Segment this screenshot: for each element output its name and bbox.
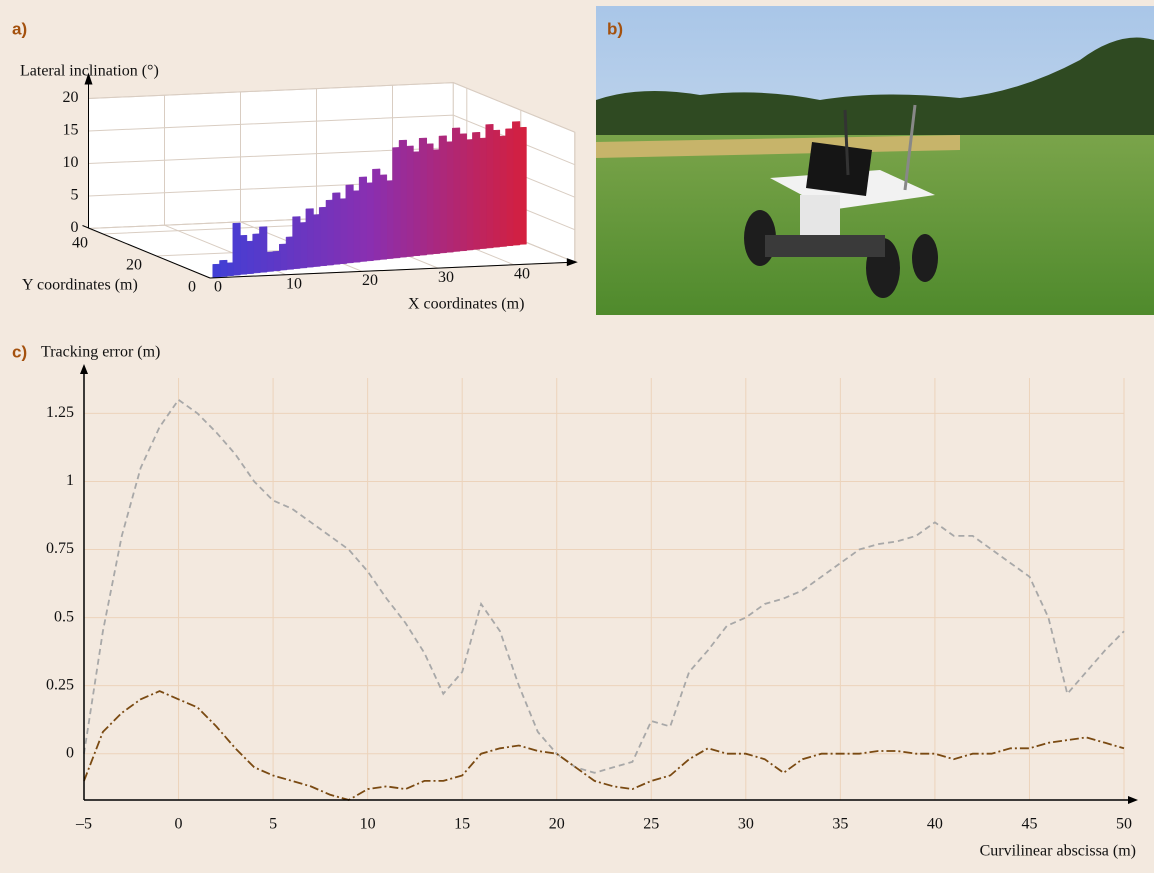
y-tick-label: 0.25: [46, 676, 74, 693]
z-tick-label: 20: [63, 89, 79, 106]
bar: [378, 174, 388, 260]
bar: [232, 222, 241, 276]
robot: [744, 104, 938, 298]
crop-strip: [596, 135, 960, 158]
x-axis-label: X coordinates (m): [408, 296, 524, 313]
bar: [365, 182, 374, 262]
robot-wheel: [912, 234, 938, 282]
y-axis: [82, 225, 211, 279]
grid-line: [88, 82, 575, 133]
x-tick-label: 40: [514, 265, 530, 282]
bar: [272, 250, 281, 272]
z-tick-label: 5: [71, 187, 79, 204]
x-tick-label: 40: [927, 816, 943, 833]
bar: [312, 214, 321, 267]
series-line: [83, 690, 1125, 801]
x-tick-label: 15: [454, 816, 470, 833]
panel-c: 0 0.25 0.5 0.75 1 1.25 –5 0 5 10 15 20 25 30 35 40 45 50 c…: [12, 342, 1138, 860]
bar: [259, 226, 268, 273]
y-axis-label: Y coordinates (m): [22, 277, 138, 294]
bar: [325, 199, 334, 266]
bar: [485, 124, 494, 249]
bar: [245, 240, 254, 275]
x-tick-label: 20: [362, 272, 378, 289]
bar: [352, 190, 361, 263]
axis-arrow: [80, 364, 88, 374]
x-tick-label: 10: [286, 275, 302, 292]
z-axis-label: Lateral inclination (°): [20, 63, 159, 80]
bar: [512, 121, 521, 246]
photo: b): [596, 6, 1154, 315]
bar: [458, 133, 467, 252]
y-tick-label: 0: [66, 744, 74, 761]
x-tick-label: 0: [175, 816, 183, 833]
x-tick-label: 50: [1116, 816, 1132, 833]
robot-laptop: [806, 142, 872, 196]
bar: [299, 222, 308, 269]
y-tick-label: 0.5: [54, 608, 74, 625]
x-tick-label: –5: [75, 816, 92, 833]
robot-chassis: [765, 235, 885, 257]
bar: [392, 147, 401, 259]
bar: [432, 149, 441, 255]
x-tick-label: 45: [1021, 816, 1037, 833]
y-tick-label: 1.25: [46, 404, 74, 421]
bar: [219, 259, 228, 277]
z-tick-label: 0: [71, 219, 79, 236]
bar: [418, 137, 428, 256]
robot-antenna: [843, 109, 850, 176]
y-tick-label: 0.75: [46, 540, 74, 557]
x-axis: [209, 261, 575, 279]
y-tick-label: 0: [188, 279, 196, 296]
trees: [596, 37, 1154, 140]
bar: [498, 135, 507, 247]
grid-line: [88, 114, 575, 166]
bar: [292, 216, 301, 270]
robot-mast: [903, 104, 917, 191]
bar: [405, 145, 414, 257]
x-tick-label: 25: [643, 816, 659, 833]
x-tick-label: 30: [438, 269, 454, 286]
y-tick-label: 40: [72, 235, 88, 252]
series-line: [83, 398, 1125, 774]
x-tick-label: 35: [832, 816, 848, 833]
y-tick-label: 1: [66, 472, 74, 489]
z-tick-label: 10: [63, 154, 79, 171]
panel-label: a): [12, 19, 27, 38]
z-tick-label: 15: [63, 122, 79, 139]
bar: [472, 131, 481, 250]
x-tick-label: 0: [214, 279, 222, 296]
bar: [212, 263, 221, 278]
panel-label: b): [607, 19, 623, 38]
x-tick-label: 5: [269, 816, 277, 833]
axis-arrow: [566, 258, 578, 267]
y-axis-label: Tracking error (m): [41, 344, 160, 361]
x-tick-label: 30: [738, 816, 754, 833]
bar: [285, 236, 294, 270]
axis-arrow: [1128, 796, 1138, 804]
x-tick-label: 10: [360, 816, 376, 833]
axis-arrow: [84, 72, 93, 85]
x-axis-label: Curvilinear abscissa (m): [980, 843, 1136, 860]
y-tick-label: 20: [126, 257, 142, 274]
x-tick-label: 20: [549, 816, 565, 833]
bar: [339, 198, 348, 265]
panel-label: c): [12, 342, 27, 361]
bar: [445, 141, 454, 253]
